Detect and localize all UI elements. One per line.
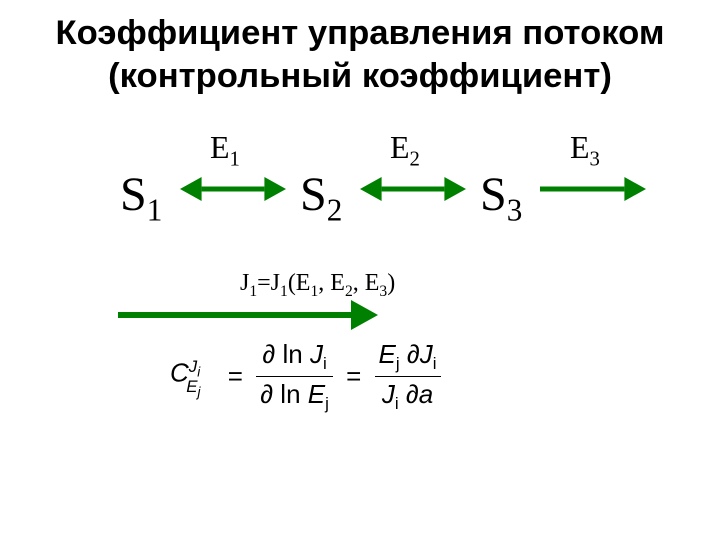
species-s1: S1 (120, 167, 162, 229)
enzyme-e2: E2 (390, 129, 420, 171)
formula-rhs-num: Ej ∂Ji (375, 339, 441, 377)
formula-lhs: CJiEj (170, 357, 215, 395)
equals-1: = (222, 361, 249, 392)
title-line-2: (контрольный коэффициент) (0, 55, 720, 98)
enzyme-e3: E3 (570, 129, 600, 171)
reaction-chain: S1 S2 S3 E1 E2 E3 (0, 129, 720, 219)
title-line-1: Коэффициент управления потоком (0, 12, 720, 55)
flux-expression: J1=J1(E1, E2, E3) (240, 270, 395, 301)
formula-rhs-fraction: Ej ∂Ji Ji ∂a (375, 339, 441, 414)
equals-2: = (340, 361, 367, 392)
formula-mid-den: ∂ ln Ej (256, 377, 333, 414)
species-s2: S2 (300, 167, 342, 229)
enzyme-e1: E1 (210, 129, 240, 171)
flux-arrow (118, 300, 378, 330)
reaction-arrow-1 (180, 177, 286, 201)
reaction-arrow-3 (540, 177, 646, 201)
formula-rhs-den: Ji ∂a (375, 377, 441, 414)
reaction-arrow-2 (360, 177, 466, 201)
species-s3: S3 (480, 167, 522, 229)
formula-mid-fraction: ∂ ln Ji ∂ ln Ej (256, 339, 333, 414)
formula-mid-num: ∂ ln Ji (256, 339, 333, 377)
slide-title: Коэффициент управления потоком (контроль… (0, 0, 720, 99)
control-coefficient-formula: CJiEj = ∂ ln Ji ∂ ln Ej = Ej ∂Ji Ji ∂a (0, 329, 720, 429)
